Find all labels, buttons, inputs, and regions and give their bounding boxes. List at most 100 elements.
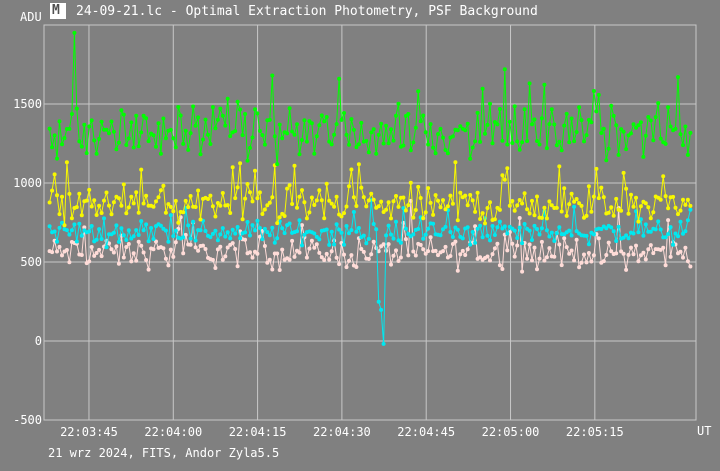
data-point bbox=[394, 113, 398, 118]
data-point bbox=[473, 240, 478, 245]
data-point bbox=[473, 209, 478, 214]
data-point bbox=[428, 235, 433, 240]
data-point bbox=[443, 207, 448, 212]
data-point bbox=[210, 204, 215, 209]
data-point bbox=[292, 254, 297, 259]
data-point bbox=[507, 203, 512, 208]
data-point bbox=[569, 191, 574, 196]
data-point bbox=[257, 128, 262, 133]
data-point bbox=[92, 198, 97, 203]
data-point bbox=[354, 229, 359, 234]
data-point bbox=[144, 222, 149, 227]
data-point bbox=[495, 122, 500, 127]
data-point bbox=[57, 225, 62, 230]
data-point bbox=[386, 141, 391, 146]
data-point bbox=[329, 142, 334, 147]
data-point bbox=[606, 210, 611, 215]
data-point bbox=[193, 205, 198, 209]
data-point bbox=[99, 237, 104, 241]
data-point bbox=[213, 266, 218, 270]
data-point bbox=[517, 225, 522, 230]
data-point bbox=[213, 126, 218, 131]
data-point bbox=[173, 228, 178, 233]
data-point bbox=[599, 185, 604, 190]
data-point bbox=[124, 238, 129, 242]
data-point bbox=[532, 117, 537, 122]
x-tick-label: 22:04:30 bbox=[313, 425, 371, 439]
data-point bbox=[240, 217, 245, 222]
data-point bbox=[186, 147, 191, 152]
data-point bbox=[470, 145, 475, 150]
data-point bbox=[309, 195, 314, 200]
data-point bbox=[421, 236, 426, 241]
data-point bbox=[151, 204, 156, 209]
data-point bbox=[176, 105, 181, 109]
data-point bbox=[547, 234, 552, 239]
data-point bbox=[84, 151, 89, 156]
data-point bbox=[99, 254, 104, 259]
data-point bbox=[520, 201, 525, 206]
series-line bbox=[49, 200, 691, 344]
data-point bbox=[624, 147, 629, 152]
data-point bbox=[463, 253, 468, 257]
data-point bbox=[530, 238, 534, 242]
data-point bbox=[609, 205, 614, 210]
data-point bbox=[337, 227, 342, 232]
data-point bbox=[337, 76, 342, 81]
data-point bbox=[614, 123, 619, 128]
x-tick-label: 22:04:00 bbox=[144, 425, 202, 439]
data-point bbox=[104, 190, 109, 195]
data-point bbox=[389, 216, 393, 221]
data-point bbox=[512, 208, 517, 213]
data-point bbox=[641, 233, 646, 238]
data-point bbox=[210, 231, 215, 236]
data-point bbox=[60, 142, 64, 147]
data-point bbox=[532, 223, 537, 228]
data-point bbox=[215, 247, 220, 252]
data-point bbox=[99, 211, 104, 215]
data-point bbox=[626, 236, 631, 241]
data-point bbox=[582, 139, 586, 144]
data-point bbox=[334, 122, 339, 127]
data-point bbox=[356, 162, 361, 167]
data-point bbox=[653, 227, 658, 232]
data-point bbox=[688, 203, 693, 208]
data-point bbox=[111, 200, 116, 205]
data-point bbox=[166, 239, 171, 244]
data-point bbox=[295, 205, 299, 210]
data-point bbox=[448, 193, 453, 198]
data-point bbox=[648, 229, 653, 234]
data-point bbox=[673, 231, 678, 236]
data-point bbox=[339, 230, 344, 235]
data-point bbox=[196, 115, 201, 120]
data-point bbox=[416, 89, 421, 94]
data-point bbox=[458, 190, 463, 195]
data-point bbox=[394, 194, 398, 198]
data-point bbox=[490, 141, 495, 146]
data-point bbox=[371, 197, 376, 202]
data-point bbox=[287, 183, 292, 188]
data-point bbox=[512, 254, 517, 259]
data-point bbox=[614, 196, 619, 201]
data-point bbox=[215, 238, 220, 243]
data-point bbox=[89, 118, 94, 123]
footer-info: 21 wrz 2024, FITS, Andor Zyla5.5 bbox=[48, 446, 280, 460]
data-point bbox=[403, 237, 408, 242]
data-point bbox=[678, 208, 683, 213]
data-point bbox=[158, 223, 163, 228]
data-point bbox=[265, 230, 270, 235]
data-point bbox=[572, 139, 577, 144]
data-point bbox=[292, 163, 297, 168]
data-point bbox=[379, 307, 384, 312]
data-point bbox=[488, 238, 492, 243]
data-point bbox=[87, 259, 92, 264]
data-point bbox=[641, 250, 646, 255]
data-point bbox=[624, 233, 629, 238]
data-point bbox=[309, 238, 314, 243]
data-point bbox=[351, 127, 356, 132]
data-point bbox=[401, 143, 406, 148]
data-point bbox=[384, 123, 389, 128]
data-point bbox=[354, 204, 359, 208]
data-point bbox=[158, 151, 163, 156]
